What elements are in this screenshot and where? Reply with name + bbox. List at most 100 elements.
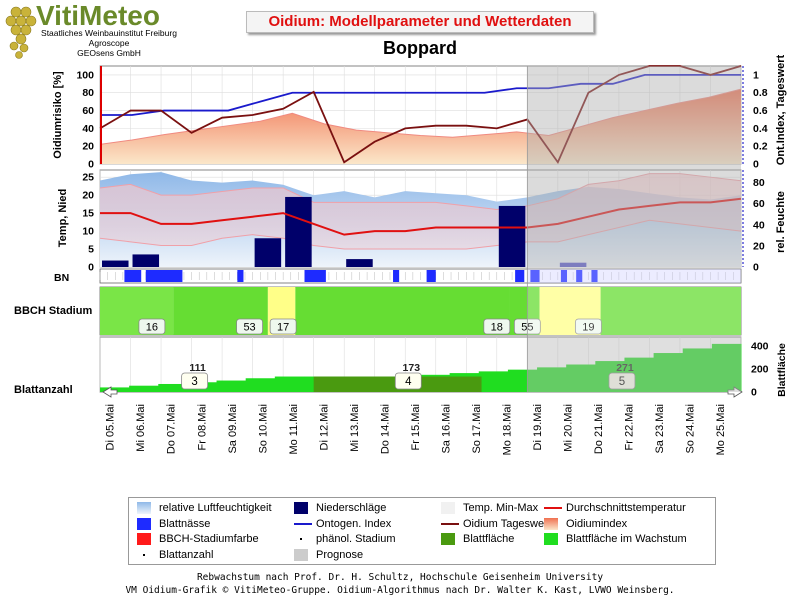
x-tick-label: Do 07.Mai: [166, 404, 178, 454]
logo-line-3: GEOsens GmbH: [77, 48, 141, 58]
bbch-stage-band: [295, 287, 510, 335]
temp-min-max-band: [100, 173, 741, 250]
x-tick-label: Fr 08.Mai: [196, 404, 208, 450]
oidium-tageswert-line: [99, 65, 742, 165]
x-tick-label: Sa 16.Mai: [440, 404, 452, 454]
risk-left-tick-label: 0: [88, 159, 94, 171]
logo-line-2: Agroscope: [88, 38, 130, 48]
temp-min-line: [99, 219, 742, 250]
risk-swatch-icon: [544, 517, 558, 530]
scroll-left-arrow[interactable]: [102, 386, 118, 398]
x-tick-label: Mo 18.Mai: [501, 404, 513, 455]
blattflaeche-growth-bar: [129, 385, 159, 392]
scroll-left-icon: [102, 386, 118, 398]
risk-right-tick-label: 0: [753, 159, 759, 171]
legend-label: BBCH-Stadiumfarbe: [159, 533, 259, 545]
blattnaesse-segment: [237, 270, 244, 282]
legend-label: relative Luftfeuchtigkeit: [159, 502, 272, 514]
legend-label: Oidium Tageswert: [463, 517, 551, 530]
blattnaesse-segment: [393, 270, 400, 282]
leaf-area-value: 111: [189, 362, 206, 374]
dot-swatch-icon: [143, 553, 145, 556]
risk-right-axis-label: Ont.Index, Tageswert: [775, 54, 787, 165]
bbch-swatch-icon: [137, 533, 151, 545]
legend-label: Ontogen. Index: [316, 517, 392, 530]
x-tick-label: Do 14.Mai: [379, 404, 391, 454]
leaf-right-tick-label: 200: [751, 364, 769, 376]
precipitation-bar: [102, 260, 129, 267]
blattnaesse-segment: [576, 270, 583, 282]
blattnaesse-segment: [530, 270, 540, 282]
risk-right-tick-label: 0.6: [753, 105, 768, 117]
logo-title: VitiMeteo: [36, 0, 160, 31]
blattflaeche-growth-bar: [537, 367, 567, 392]
blattnaesse-segment: [124, 270, 142, 282]
weather-left-tick-label: 15: [82, 208, 94, 220]
prognose-overlay: [527, 269, 741, 283]
footer-line-1: Rebwachstum nach Prof. Dr. H. Schultz, H…: [196, 572, 604, 583]
legend-label: phänol. Stadium: [316, 533, 396, 545]
blattnaesse-segment: [591, 270, 598, 282]
risk-right-tick-label: 0.2: [753, 141, 768, 153]
bbch-stage-badge: [483, 318, 511, 335]
darkredline-swatch-icon: [441, 522, 459, 525]
blueline-swatch-icon: [294, 522, 312, 525]
blattflaeche-growth-bar: [653, 353, 684, 392]
x-tick-label: Mi 06.Mai: [135, 404, 147, 452]
risk-left-tick-label: 40: [82, 123, 94, 135]
leaf-count-number: 5: [619, 376, 625, 388]
blattflaeche-growth-bar: [216, 380, 247, 392]
precipitation-bar: [559, 262, 587, 267]
prognose-swatch-icon: [294, 548, 308, 561]
blattflaeche-growth-bar: [682, 348, 713, 392]
scroll-right-arrow[interactable]: [727, 386, 743, 398]
risk-left-axis-label: Oidiumrisiko [%]: [52, 71, 64, 159]
bbch-stage-badge: [138, 318, 166, 335]
weather-right-axis-label: rel. Feuchte: [775, 191, 787, 253]
legend-label: Oidiumindex: [566, 517, 628, 530]
leaf-count-badge: [608, 372, 636, 390]
dot-swatch-icon: [300, 538, 302, 540]
blattflaeche-growth-bar: [711, 343, 742, 392]
ontogen-index-line: [100, 74, 741, 116]
humidity-swatch-icon: [137, 502, 151, 514]
weather-right-tick-label: 60: [753, 198, 765, 210]
risk-left-tick-label: 100: [76, 69, 94, 81]
bbch-label: BBCH Stadium: [14, 305, 92, 317]
legend-label: Blattnässe: [159, 517, 211, 530]
legend-label: Niederschläge: [316, 502, 387, 514]
weather-left-tick-label: 20: [82, 190, 94, 202]
bbch-stage-number: 16: [146, 322, 158, 334]
bbch-stage-badge: [269, 318, 297, 335]
bbch-stage-number: 53: [243, 322, 255, 334]
x-tick-label: Sa 09.Mai: [227, 404, 239, 454]
blattnaesse-segment: [426, 270, 436, 282]
risk-right-tick-label: 1: [753, 69, 759, 81]
x-tick-label: Di 12.Mai: [318, 404, 330, 450]
chart-title-banner: Oidium: Modellparameter und Wetterdaten: [246, 11, 594, 33]
leaf-right-tick-label: 400: [751, 341, 769, 353]
leaf-right-tick-label: 0: [751, 387, 757, 399]
x-tick-label: Di 19.Mai: [532, 404, 544, 450]
bbch-stage-band: [600, 287, 741, 335]
prognose-overlay: [527, 337, 741, 392]
blattflaeche-growth-bar: [566, 364, 596, 392]
weather-right-tick-label: 20: [753, 240, 765, 252]
weather-right-tick-label: 40: [753, 219, 765, 231]
risk-right-tick-label: 0.8: [753, 87, 768, 99]
x-tick-label: Fr 22.Mai: [624, 404, 636, 450]
legend-label: Blattfläche: [463, 533, 515, 545]
bbch-stage-number: 17: [277, 322, 289, 334]
x-tick-label: Mo 25.Mai: [715, 404, 727, 455]
legend: relative Luftfeuchtigkeit Niederschläge Te…: [128, 497, 716, 565]
bbch-stage-number: 18: [491, 322, 503, 334]
risk-right-tick-label: 0.4: [753, 123, 768, 135]
grape-logo-icon: [5, 6, 37, 59]
x-tick-label: So 10.Mai: [257, 404, 269, 454]
blattnaesse-segment: [304, 270, 326, 282]
weather-right-tick-label: 0: [753, 262, 759, 274]
x-tick-label: Do 21.Mai: [593, 404, 605, 454]
weather-right-tick-label: 80: [753, 177, 765, 189]
risk-left-tick-label: 80: [82, 87, 94, 99]
temp-max-line: [99, 173, 742, 211]
